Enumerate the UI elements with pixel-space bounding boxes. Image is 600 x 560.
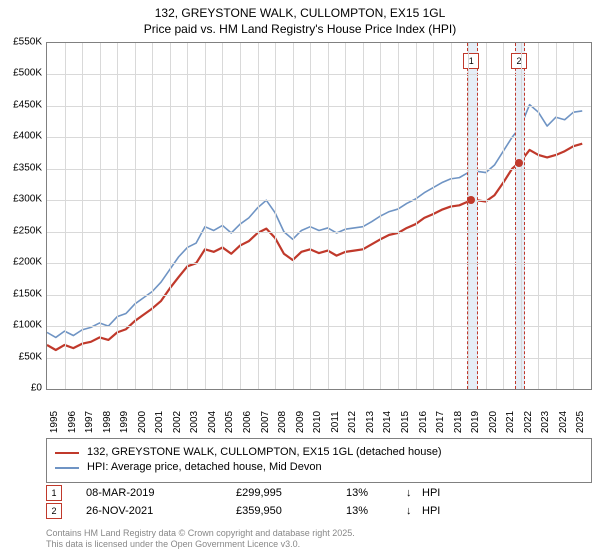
sale-price: £299,995 xyxy=(236,487,346,499)
x-axis-label: 2022 xyxy=(523,411,534,433)
x-axis-label: 1996 xyxy=(67,411,78,433)
y-axis-label: £200K xyxy=(0,257,42,268)
sale-marker-box: 1 xyxy=(46,485,62,501)
x-axis-label: 2014 xyxy=(382,411,393,433)
legend-label: HPI: Average price, detached house, Mid … xyxy=(87,460,322,475)
x-axis-label: 2012 xyxy=(347,411,358,433)
sale-point-dot xyxy=(467,196,475,204)
sale-delta: 13% xyxy=(346,487,406,499)
x-axis-label: 2000 xyxy=(137,411,148,433)
y-axis-label: £550K xyxy=(0,37,42,48)
x-axis-label: 2023 xyxy=(540,411,551,433)
y-axis-label: £350K xyxy=(0,162,42,173)
x-axis-label: 1999 xyxy=(119,411,130,433)
legend-label: 132, GREYSTONE WALK, CULLOMPTON, EX15 1G… xyxy=(87,445,442,460)
footer-attribution: Contains HM Land Registry data © Crown c… xyxy=(46,528,355,551)
x-axis-label: 2005 xyxy=(224,411,235,433)
y-axis-label: £0 xyxy=(0,383,42,394)
x-axis-label: 2020 xyxy=(488,411,499,433)
down-arrow-icon: ↓ xyxy=(406,505,422,517)
sale-delta: 13% xyxy=(346,505,406,517)
chart-title-line2: Price paid vs. HM Land Registry's House … xyxy=(0,22,600,38)
sale-point-dot xyxy=(515,159,523,167)
legend-swatch xyxy=(55,467,79,469)
x-axis-label: 1995 xyxy=(49,411,60,433)
x-axis-label: 2018 xyxy=(453,411,464,433)
sale-vs-label: HPI xyxy=(422,487,440,499)
x-axis-label: 2006 xyxy=(242,411,253,433)
line-series-svg xyxy=(47,43,591,389)
x-axis-label: 2024 xyxy=(558,411,569,433)
x-axis-label: 2025 xyxy=(575,411,586,433)
sale-row: 1 08-MAR-2019 £299,995 13% ↓ HPI xyxy=(46,484,592,502)
y-axis-label: £250K xyxy=(0,225,42,236)
plot-area: 12 xyxy=(46,42,592,390)
y-axis-label: £450K xyxy=(0,99,42,110)
x-axis-label: 2010 xyxy=(312,411,323,433)
chart-title-line1: 132, GREYSTONE WALK, CULLOMPTON, EX15 1G… xyxy=(0,0,600,22)
y-axis-label: £100K xyxy=(0,320,42,331)
x-axis-label: 2021 xyxy=(505,411,516,433)
sale-row: 2 26-NOV-2021 £359,950 13% ↓ HPI xyxy=(46,502,592,520)
sale-date: 26-NOV-2021 xyxy=(86,505,236,517)
x-axis-label: 2001 xyxy=(154,411,165,433)
x-axis-label: 2015 xyxy=(400,411,411,433)
y-axis-label: £50K xyxy=(0,351,42,362)
x-axis-label: 2013 xyxy=(365,411,376,433)
x-axis-label: 2011 xyxy=(330,411,341,433)
x-axis-label: 2016 xyxy=(418,411,429,433)
x-axis-label: 2009 xyxy=(295,411,306,433)
x-axis-label: 2002 xyxy=(172,411,183,433)
chart-marker-box: 2 xyxy=(511,53,527,69)
legend-item-hpi: HPI: Average price, detached house, Mid … xyxy=(55,460,583,475)
y-axis-label: £300K xyxy=(0,194,42,205)
sale-price: £359,950 xyxy=(236,505,346,517)
x-axis-label: 2004 xyxy=(207,411,218,433)
x-axis-label: 2017 xyxy=(435,411,446,433)
y-axis-label: £150K xyxy=(0,288,42,299)
sale-vs-label: HPI xyxy=(422,505,440,517)
x-axis-label: 2019 xyxy=(470,411,481,433)
x-axis-label: 1997 xyxy=(84,411,95,433)
sale-date: 08-MAR-2019 xyxy=(86,487,236,499)
x-axis-label: 2007 xyxy=(260,411,271,433)
legend-swatch xyxy=(55,452,79,454)
y-axis-label: £500K xyxy=(0,68,42,79)
sale-marker-box: 2 xyxy=(46,503,62,519)
x-axis-label: 1998 xyxy=(102,411,113,433)
x-axis-label: 2003 xyxy=(189,411,200,433)
down-arrow-icon: ↓ xyxy=(406,487,422,499)
x-axis-label: 2008 xyxy=(277,411,288,433)
legend-box: 132, GREYSTONE WALK, CULLOMPTON, EX15 1G… xyxy=(46,438,592,483)
footer-line1: Contains HM Land Registry data © Crown c… xyxy=(46,528,355,539)
chart-container: 132, GREYSTONE WALK, CULLOMPTON, EX15 1G… xyxy=(0,0,600,560)
y-axis-label: £400K xyxy=(0,131,42,142)
chart-marker-box: 1 xyxy=(463,53,479,69)
sales-table: 1 08-MAR-2019 £299,995 13% ↓ HPI 2 26-NO… xyxy=(46,484,592,520)
footer-line2: This data is licensed under the Open Gov… xyxy=(46,539,355,550)
legend-item-price-paid: 132, GREYSTONE WALK, CULLOMPTON, EX15 1G… xyxy=(55,445,583,460)
